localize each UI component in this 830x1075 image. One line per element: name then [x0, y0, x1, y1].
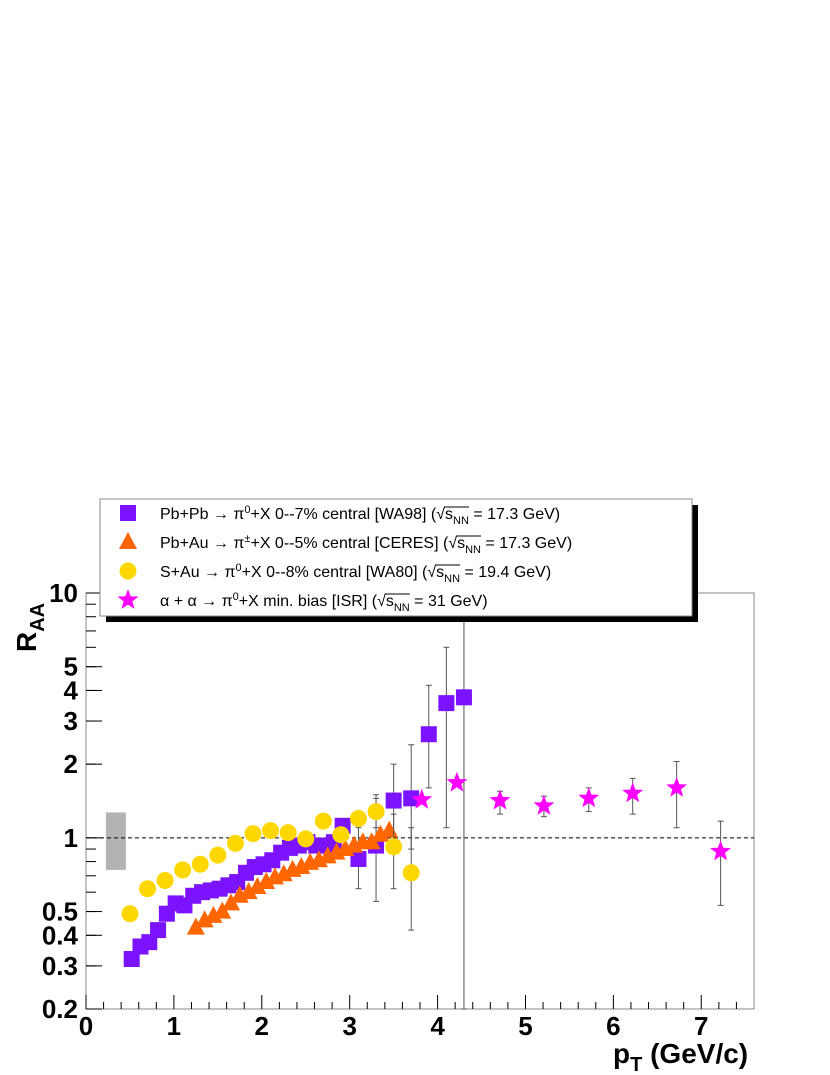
data-point-circle [332, 826, 350, 844]
data-point-circle [139, 880, 157, 898]
data-point-triangle [380, 820, 399, 838]
legend-marker-circle [119, 562, 137, 580]
y-tick-label: 2 [64, 749, 78, 779]
data-point-square [150, 922, 167, 939]
data-point-circle [279, 824, 297, 842]
series-star [411, 761, 732, 906]
data-point-star [533, 794, 555, 815]
x-tick-label: 2 [255, 1011, 269, 1041]
x-tick-label: 0 [79, 1011, 93, 1041]
legend-label: S+Au → π0+X 0--8% central [WA80] (√sNN =… [160, 562, 551, 585]
data-point-circle [121, 905, 139, 923]
data-point-square [420, 726, 437, 743]
data-point-circle [367, 803, 385, 821]
data-point-triangle [248, 876, 267, 894]
series-square [123, 618, 472, 1010]
data-point-circle [209, 846, 227, 864]
data-point-circle [262, 822, 280, 840]
data-point-star [622, 782, 644, 803]
data-point-triangle [186, 917, 205, 935]
data-point-circle [297, 830, 315, 848]
data-point-square [123, 951, 140, 968]
reference-layer [86, 812, 754, 870]
data-point-circle [385, 838, 403, 856]
data-point-circle [349, 809, 367, 827]
data-point-star [578, 787, 600, 808]
data-layer [121, 618, 732, 1010]
y-tick-label: 4 [64, 675, 79, 705]
data-point-triangle [274, 864, 293, 882]
normalization-box [105, 812, 126, 870]
data-point-circle [191, 855, 209, 873]
y-axis-title: RAA [11, 603, 49, 652]
data-point-triangle [204, 905, 223, 923]
y-tick-label: 0.2 [42, 994, 78, 1024]
data-point-triangle [257, 872, 276, 890]
x-axis-title: pT (GeV/c) [613, 1038, 748, 1075]
y-tick-label: 5 [64, 652, 78, 682]
data-point-square [403, 790, 420, 807]
data-point-triangle [239, 882, 258, 900]
x-tick-label: 1 [167, 1011, 181, 1041]
data-point-triangle [222, 893, 241, 911]
data-point-square [455, 689, 472, 706]
data-point-triangle [195, 910, 214, 928]
legend-marker-triangle [119, 532, 137, 549]
x-tick-label: 6 [606, 1011, 620, 1041]
legend-label: Pb+Pb → π0+X 0--7% central [WA98] (√sNN … [160, 504, 560, 527]
data-point-square [385, 792, 402, 809]
y-tick-label: 0.5 [42, 897, 78, 927]
data-point-square [350, 850, 367, 867]
data-point-star [710, 840, 732, 861]
x-tick-label: 5 [518, 1011, 532, 1041]
legend-marker-star [117, 589, 139, 609]
y-tick-label: 1 [64, 823, 78, 853]
data-point-square [438, 695, 455, 712]
data-point-circle [226, 834, 244, 852]
x-tick-label: 4 [430, 1011, 445, 1041]
data-point-star [666, 776, 688, 797]
data-point-star [489, 789, 511, 810]
data-point-circle [174, 861, 192, 879]
data-point-square [141, 934, 158, 951]
x-tick-label: 7 [694, 1011, 708, 1041]
legend-marker-square [120, 505, 136, 521]
y-tick-label: 10 [49, 578, 78, 608]
legend-label: Pb+Au → π±+X 0--5% central [CERES] (√sNN… [160, 533, 572, 556]
data-point-star [446, 771, 468, 792]
y-tick-label: 0.4 [42, 920, 79, 950]
data-point-circle [244, 825, 262, 843]
series-triangle [186, 820, 399, 935]
y-tick-label: 3 [64, 706, 78, 736]
data-point-star [411, 788, 433, 809]
data-point-circle [402, 864, 420, 882]
y-tick-label: 0.3 [42, 951, 78, 981]
legend-box [99, 498, 693, 617]
legend: Pb+Pb → π0+X 0--7% central [WA98] (√sNN … [99, 498, 698, 622]
x-tick-label: 3 [342, 1011, 356, 1041]
data-point-triangle [362, 832, 381, 850]
data-point-circle [156, 871, 174, 889]
data-point-circle [314, 812, 332, 830]
legend-label: α + α → π0+X min. bias [ISR] (√sNN = 31 … [160, 591, 488, 614]
series-circle [121, 797, 420, 931]
